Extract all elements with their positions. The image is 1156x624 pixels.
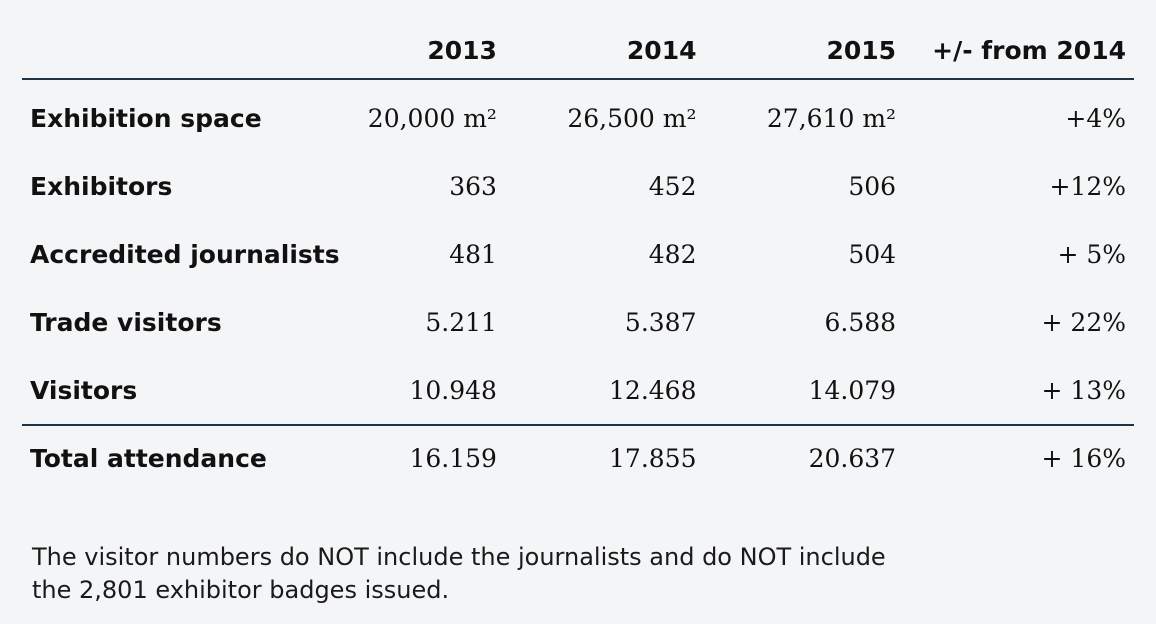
total-2014: 17.855 xyxy=(609,443,697,473)
cell-2014: 482 xyxy=(648,239,697,269)
header-2013: 2013 xyxy=(427,35,497,65)
total-2013: 16.159 xyxy=(409,443,497,473)
table-header: 2013 2014 2015 +/- from 2014 xyxy=(22,22,1134,79)
cell-change: +4% xyxy=(1065,103,1126,133)
row-label: Exhibitors xyxy=(30,171,173,201)
total-row: Total attendance 16.159 17.855 20.637 + … xyxy=(22,425,1134,490)
table-row: Exhibitors 363 452 506 +12% xyxy=(22,152,1134,220)
cell-2015: 504 xyxy=(848,239,897,269)
header-2014: 2014 xyxy=(626,35,697,65)
header-change: +/- from 2014 xyxy=(932,35,1126,65)
table-body: Exhibition space 20,000 m² 26,500 m² 27,… xyxy=(22,79,1134,425)
cell-change: + 22% xyxy=(1041,307,1126,337)
total-change: + 16% xyxy=(1041,443,1126,473)
attendance-stats-table: 2013 2014 2015 +/- from 2014 Exhibition … xyxy=(22,22,1134,490)
footnote-line-2: the 2,801 exhibitor badges issued. xyxy=(32,576,450,604)
cell-2014: 26,500 m² xyxy=(567,103,697,133)
cell-2013: 5.211 xyxy=(425,307,497,337)
cell-2013: 20,000 m² xyxy=(367,103,497,133)
cell-2015: 6.588 xyxy=(824,307,897,337)
header-2015: 2015 xyxy=(826,35,897,65)
cell-change: +12% xyxy=(1049,171,1126,201)
cell-2015: 14.079 xyxy=(808,375,897,405)
table-row: Accredited journalists 481 482 504 + 5% xyxy=(22,220,1134,288)
cell-2014: 5.387 xyxy=(624,307,697,337)
row-label: Visitors xyxy=(30,375,138,405)
table-row: Exhibition space 20,000 m² 26,500 m² 27,… xyxy=(22,79,1134,152)
cell-2015: 27,610 m² xyxy=(766,103,897,133)
cell-change: + 13% xyxy=(1041,375,1126,405)
cell-2014: 452 xyxy=(648,171,697,201)
row-label: Trade visitors xyxy=(30,307,222,337)
total-2015: 20.637 xyxy=(808,443,897,473)
cell-2013: 481 xyxy=(449,239,497,269)
row-label: Accredited journalists xyxy=(30,239,340,269)
total-label: Total attendance xyxy=(30,443,267,473)
header-label-column xyxy=(22,22,348,79)
footnote: The visitor numbers do NOT include the j… xyxy=(32,541,932,607)
cell-2013: 10.948 xyxy=(409,375,497,405)
cell-2014: 12.468 xyxy=(609,375,697,405)
table-footer: Total attendance 16.159 17.855 20.637 + … xyxy=(22,425,1134,490)
footnote-line-1: The visitor numbers do NOT include the j… xyxy=(32,543,886,571)
table-row: Visitors 10.948 12.468 14.079 + 13% xyxy=(22,356,1134,425)
cell-change: + 5% xyxy=(1057,239,1126,269)
row-label: Exhibition space xyxy=(30,103,262,133)
cell-2015: 506 xyxy=(848,171,897,201)
table-row: Trade visitors 5.211 5.387 6.588 + 22% xyxy=(22,288,1134,356)
header-row: 2013 2014 2015 +/- from 2014 xyxy=(22,22,1134,79)
cell-2013: 363 xyxy=(449,171,497,201)
